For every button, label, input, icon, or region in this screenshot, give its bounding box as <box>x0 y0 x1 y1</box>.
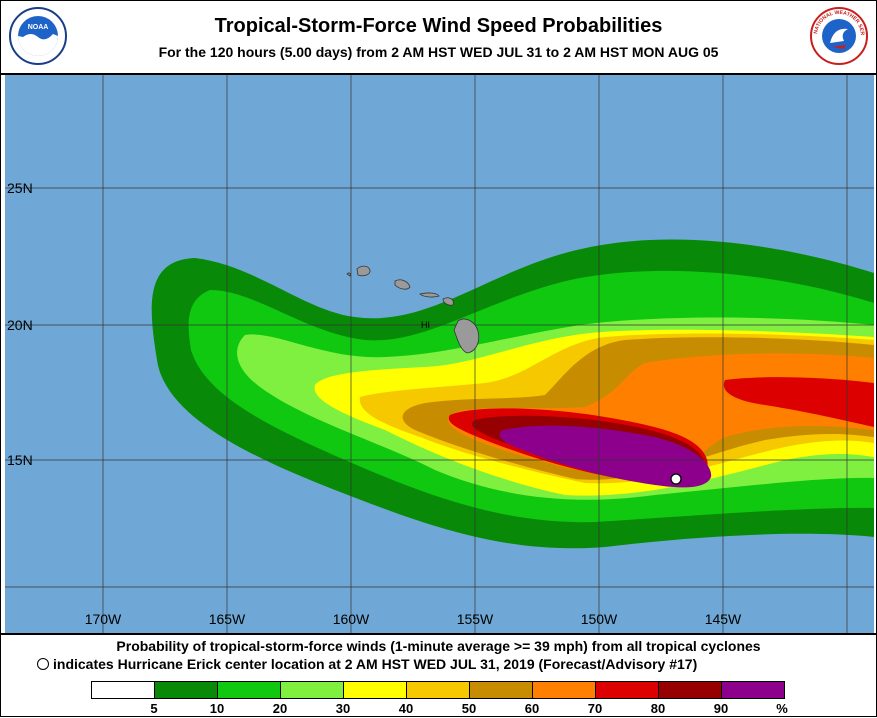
island-big-island <box>453 318 480 354</box>
legend-label: 70 <box>587 701 603 716</box>
legend-swatch <box>721 681 785 699</box>
noaa-logo: NOAA <box>9 7 67 65</box>
island-niihau <box>346 272 351 277</box>
legend-swatch <box>595 681 658 699</box>
nws-logo: NATIONAL WEATHER SERVICE <box>808 3 868 65</box>
color-legend <box>91 681 785 699</box>
legend-swatch <box>658 681 721 699</box>
graticule <box>5 75 874 633</box>
lat-label-20n: 20N <box>7 317 33 333</box>
storm-center-legend-icon <box>37 658 49 670</box>
legend-swatch <box>406 681 469 699</box>
lon-label-145w: 145W <box>705 611 742 627</box>
storm-center-marker <box>670 473 682 485</box>
caption-storm-center: indicates Hurricane Erick center locatio… <box>53 656 698 672</box>
legend-label: 50 <box>461 701 477 716</box>
legend-label: 20 <box>272 701 288 716</box>
noaa-logo-text: NOAA <box>28 24 49 31</box>
legend-swatch <box>91 681 154 699</box>
lat-label-15n: 15N <box>7 452 33 468</box>
swath-70-80 <box>723 377 874 427</box>
legend-swatch <box>217 681 280 699</box>
footer: Probability of tropical-storm-force wind… <box>1 633 876 718</box>
legend-label: 80 <box>650 701 666 716</box>
probability-map: HI 25N 20N 15N 170W 165W 160W 155W 150W … <box>5 75 875 633</box>
legend-swatch <box>469 681 532 699</box>
island-oahu <box>394 279 411 290</box>
legend-swatch <box>154 681 217 699</box>
legend-label: 5 <box>150 701 158 716</box>
island-maui <box>442 297 454 306</box>
lon-label-150w: 150W <box>581 611 618 627</box>
legend-label: 60 <box>524 701 540 716</box>
legend-swatch <box>280 681 343 699</box>
caption-description: Probability of tropical-storm-force wind… <box>116 638 761 654</box>
lon-label-165w: 165W <box>209 611 246 627</box>
page-subtitle: For the 120 hours (5.00 days) from 2 AM … <box>158 44 719 60</box>
legend-label: 40 <box>398 701 414 716</box>
page-title: Tropical-Storm-Force Wind Speed Probabil… <box>214 15 663 37</box>
hawaii-islands <box>346 265 480 354</box>
lon-label-160w: 160W <box>333 611 370 627</box>
legend-label: 30 <box>335 701 351 716</box>
legend-label: 90 <box>713 701 729 716</box>
legend-swatch <box>532 681 595 699</box>
legend-label: 10 <box>209 701 225 716</box>
island-kauai <box>356 265 371 277</box>
island-label: HI <box>421 320 430 330</box>
legend-label: % <box>776 701 788 716</box>
island-molokai <box>419 292 440 298</box>
lat-label-25n: 25N <box>7 180 33 196</box>
legend-swatch <box>343 681 406 699</box>
swath-90-plus <box>499 425 712 488</box>
lon-label-170w: 170W <box>85 611 122 627</box>
header: NOAA Tropical-Storm-Force Wind Speed Pro… <box>1 1 876 75</box>
lon-label-155w: 155W <box>457 611 494 627</box>
